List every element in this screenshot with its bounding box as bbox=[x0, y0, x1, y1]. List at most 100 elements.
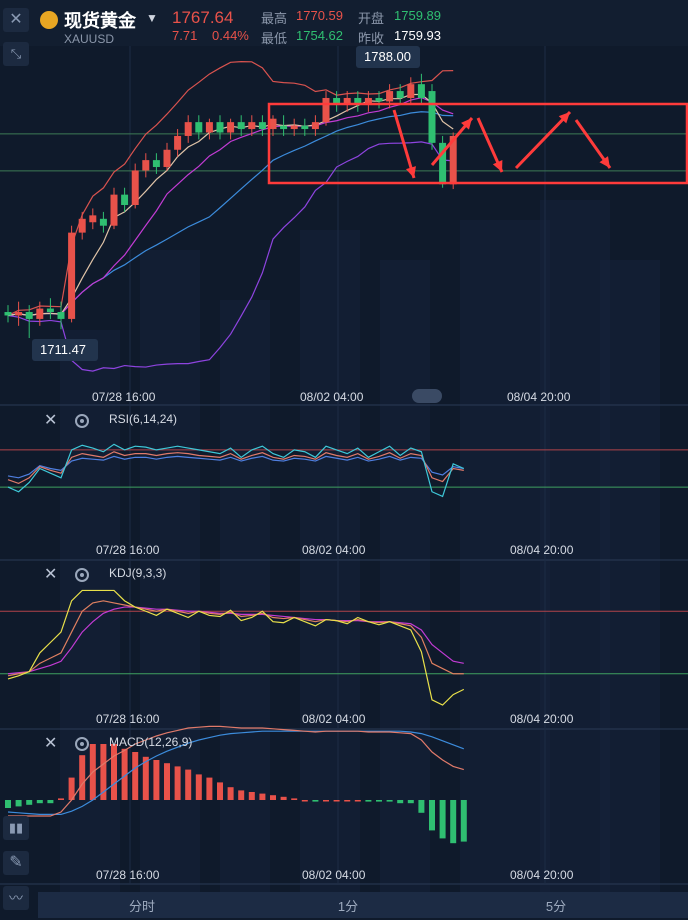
close-icon[interactable]: ✕ bbox=[44, 566, 58, 583]
high-price-marker-text: 1788.00 bbox=[364, 49, 411, 64]
macd-histogram-bar bbox=[195, 774, 202, 800]
macd-dif-line bbox=[8, 725, 464, 817]
rsi-label: RSI(6,14,24) bbox=[109, 412, 178, 426]
close-icon[interactable]: ✕ bbox=[44, 735, 58, 752]
low-value: 1754.62 bbox=[296, 28, 343, 43]
gear-icon[interactable] bbox=[75, 737, 89, 751]
candle-body bbox=[184, 122, 192, 136]
macd-histogram-bar bbox=[153, 760, 160, 800]
candle-body bbox=[142, 160, 150, 171]
candle-body bbox=[258, 122, 266, 130]
background-building bbox=[380, 260, 430, 900]
candle-body bbox=[333, 97, 341, 105]
annotation-arrow-down-head bbox=[405, 166, 416, 178]
timeframe-bar: 分时 1分 5分 bbox=[38, 892, 688, 918]
gear-icon[interactable] bbox=[75, 414, 89, 428]
macd-histogram-bar bbox=[376, 800, 382, 802]
macd-histogram-bar bbox=[206, 777, 213, 800]
gear-icon[interactable] bbox=[75, 568, 89, 582]
candle-body bbox=[78, 218, 86, 233]
candle-body bbox=[269, 118, 277, 130]
background-building bbox=[60, 330, 120, 900]
macd-histogram-bar bbox=[365, 800, 372, 802]
kdj-j-line bbox=[7, 589, 465, 706]
annotation-arrow-up bbox=[514, 110, 572, 170]
macd-histogram-bar bbox=[185, 769, 192, 800]
background-building bbox=[300, 230, 360, 900]
kdj-x-label-1: 07/28 16:00 bbox=[96, 712, 160, 726]
candle-body bbox=[36, 308, 44, 319]
scroll-indicator-icon[interactable] bbox=[412, 389, 442, 403]
tab-5min[interactable]: 5分 bbox=[545, 899, 567, 914]
candle-body bbox=[121, 194, 129, 205]
macd-histogram-bar bbox=[407, 800, 414, 804]
rsi-x-label-3: 08/04 20:00 bbox=[510, 543, 574, 557]
macd-histogram-bar bbox=[15, 800, 22, 807]
rsi-x-label-2: 08/02 04:00 bbox=[302, 543, 366, 557]
close-icon[interactable]: ✕ bbox=[3, 8, 29, 32]
candle-body bbox=[386, 91, 394, 102]
candle-body bbox=[439, 142, 447, 185]
candle-body bbox=[15, 312, 23, 316]
macd-histogram-bar bbox=[312, 800, 319, 802]
annotation-arrow-down-head bbox=[599, 156, 610, 168]
macd-histogram-bar bbox=[68, 777, 75, 800]
candle-style-icon[interactable]: ▮▮ bbox=[3, 816, 29, 840]
macd-histogram-bar bbox=[291, 798, 298, 800]
kdj-x-label-3: 08/04 20:00 bbox=[510, 712, 574, 726]
candle-body bbox=[174, 135, 182, 150]
low-price-marker: 1711.47 bbox=[32, 339, 98, 361]
rsi-x-label-1: 07/28 16:00 bbox=[96, 543, 160, 557]
candle-body bbox=[216, 122, 224, 133]
candle-body bbox=[311, 122, 319, 130]
candle-body bbox=[343, 97, 351, 105]
instrument-title[interactable]: 现货黄金 bbox=[64, 11, 136, 31]
candle-body bbox=[301, 125, 309, 130]
macd-x-label-1: 07/28 16:00 bbox=[96, 868, 160, 882]
pen-icon[interactable]: ✎ bbox=[3, 851, 29, 875]
candle-body bbox=[407, 84, 415, 98]
collapse-icon[interactable]: ⤡ bbox=[3, 42, 29, 66]
candle-body bbox=[428, 91, 436, 143]
candle-body bbox=[396, 91, 404, 98]
gold-coin-icon bbox=[40, 11, 58, 29]
candle-body bbox=[99, 218, 107, 226]
macd-histogram-bar bbox=[450, 800, 457, 844]
macd-histogram-bar bbox=[58, 798, 64, 800]
tab-timeshare[interactable]: 分时 bbox=[128, 899, 155, 914]
indicator-icon[interactable]: 〰 bbox=[3, 886, 29, 910]
close-icon[interactable]: ✕ bbox=[44, 412, 58, 429]
candle-body bbox=[205, 122, 213, 133]
annotation-box bbox=[267, 102, 688, 185]
macd-histogram-bar bbox=[280, 796, 287, 800]
macd-histogram-bar bbox=[100, 744, 107, 800]
quote-header: 现货黄金 ▼ XAUUSD 1767.64 7.71 0.44% 最高 1770… bbox=[0, 0, 688, 46]
prev-close-value: 1759.93 bbox=[394, 28, 441, 43]
macd-histogram-bar bbox=[397, 800, 404, 804]
annotation-arrow-down bbox=[392, 109, 416, 179]
candle-body bbox=[248, 122, 256, 130]
candle-body bbox=[89, 215, 97, 223]
candle-body bbox=[417, 84, 425, 98]
chevron-down-icon[interactable]: ▼ bbox=[146, 11, 158, 25]
macd-histogram-bar bbox=[5, 800, 11, 808]
macd-label: MACD(12,26,9) bbox=[109, 735, 193, 749]
candle-body bbox=[195, 122, 203, 133]
macd-histogram-bar bbox=[354, 800, 361, 802]
tab-1min[interactable]: 1分 bbox=[337, 899, 359, 914]
price-change-pct: 0.44% bbox=[212, 28, 249, 43]
annotation-arrow-down-head bbox=[492, 160, 503, 172]
background-building bbox=[600, 260, 660, 900]
main-x-label-3: 08/04 20:00 bbox=[507, 390, 571, 404]
kdj-x-label-2: 08/02 04:00 bbox=[302, 712, 366, 726]
candle-body bbox=[131, 170, 139, 205]
candle-body bbox=[152, 160, 160, 168]
macd-histogram-bar bbox=[344, 800, 351, 802]
macd-histogram-bar bbox=[36, 800, 43, 804]
macd-dea-line bbox=[7, 730, 465, 816]
candle-body bbox=[375, 97, 383, 102]
candle-body bbox=[449, 135, 457, 185]
macd-histogram-bar bbox=[418, 800, 425, 813]
macd-x-label-3: 08/04 20:00 bbox=[510, 868, 574, 882]
